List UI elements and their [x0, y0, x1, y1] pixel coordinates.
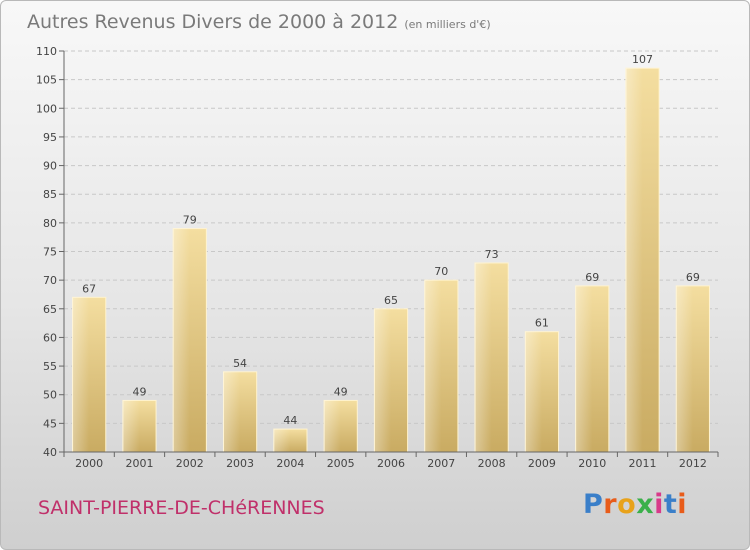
data-label: 70 — [434, 265, 448, 278]
bar-highlight — [223, 371, 241, 452]
y-tick-label: 60 — [43, 331, 57, 344]
x-axis: 2000 2001 2002 2003 2004 2005 2006 2007 2008 2009… — [63, 451, 719, 470]
y-tick-label: 95 — [43, 131, 57, 144]
data-label: 65 — [384, 294, 398, 307]
bar-highlight — [475, 262, 492, 452]
logo-letter: P — [583, 489, 604, 520]
y-tick-label: 75 — [43, 246, 57, 259]
data-label: 49 — [334, 385, 348, 398]
x-tick-label: 2008 — [478, 457, 506, 470]
data-label: 67 — [82, 282, 96, 295]
x-tick-label: 2001 — [125, 457, 153, 470]
bar-highlight — [374, 308, 391, 452]
bar-highlight — [173, 228, 190, 452]
y-tick-label: 55 — [43, 360, 57, 373]
proxiti-logo[interactable]: Proxiti — [583, 489, 687, 520]
y-tick-label: 85 — [43, 188, 57, 201]
data-label: 49 — [132, 385, 146, 398]
x-tick-label: 2002 — [176, 457, 204, 470]
bar-highlight — [575, 285, 593, 452]
data-label: 61 — [535, 317, 549, 330]
bar-highlight — [625, 68, 643, 452]
bar-highlight — [424, 280, 442, 452]
logo-letter: i — [677, 489, 688, 520]
bar-highlight — [72, 297, 90, 452]
bar-highlight — [122, 400, 140, 452]
x-tick-label: 2012 — [679, 457, 707, 470]
y-tick-label: 90 — [43, 160, 57, 173]
bar-highlight — [676, 285, 693, 452]
y-tick-label: 105 — [36, 74, 57, 87]
y-tick-label: 80 — [43, 217, 57, 230]
data-label: 69 — [686, 271, 700, 284]
bar-highlight — [273, 429, 291, 452]
logo-letter: t — [663, 489, 678, 520]
y-tick-label: 65 — [43, 303, 57, 316]
x-tick-label: 2011 — [629, 457, 657, 470]
data-label: 79 — [183, 214, 197, 227]
x-tick-label: 2009 — [528, 457, 556, 470]
logo-letter: x — [636, 489, 655, 520]
y-tick-label: 100 — [36, 102, 57, 115]
x-tick-label: 2007 — [427, 457, 455, 470]
x-tick-label: 2003 — [226, 457, 254, 470]
town-name: SAINT-PIERRE-DE-CHéRENNES — [38, 497, 325, 519]
data-label: 73 — [485, 248, 499, 261]
chart-title: Autres Revenus Divers de 2000 à 2012 (en … — [27, 11, 491, 33]
y-tick-label: 40 — [43, 446, 57, 459]
x-tick-label: 2010 — [578, 457, 606, 470]
y-tick-label: 110 — [36, 45, 57, 58]
logo-letter: i — [654, 489, 664, 520]
bars: 67 49 79 54 44 49 65 70 73 61 69 107 69 — [72, 53, 710, 453]
x-tick-label: 2006 — [377, 457, 405, 470]
x-tick-label: 2004 — [276, 457, 304, 470]
y-tick-label: 50 — [43, 389, 57, 402]
data-label: 54 — [233, 357, 247, 370]
y-tick-label: 45 — [43, 417, 57, 430]
bar-highlight — [525, 331, 542, 452]
title-text: Autres Revenus Divers de 2000 à 2012 — [27, 11, 399, 33]
logo-letter: o — [617, 489, 637, 520]
logo-letter: r — [603, 489, 618, 520]
x-tick-label: 2005 — [327, 457, 355, 470]
data-label: 44 — [283, 414, 297, 427]
bar-highlight — [324, 400, 341, 452]
title-unit: (en milliers d'€) — [404, 18, 491, 31]
data-label: 107 — [632, 53, 653, 66]
data-label: 69 — [585, 271, 599, 284]
y-tick-label: 70 — [43, 274, 57, 287]
x-tick-label: 2000 — [75, 457, 103, 470]
y-axis: 40 45 50 55 60 65 70 75 80 85 90 95 100 105 110 — [36, 45, 65, 459]
